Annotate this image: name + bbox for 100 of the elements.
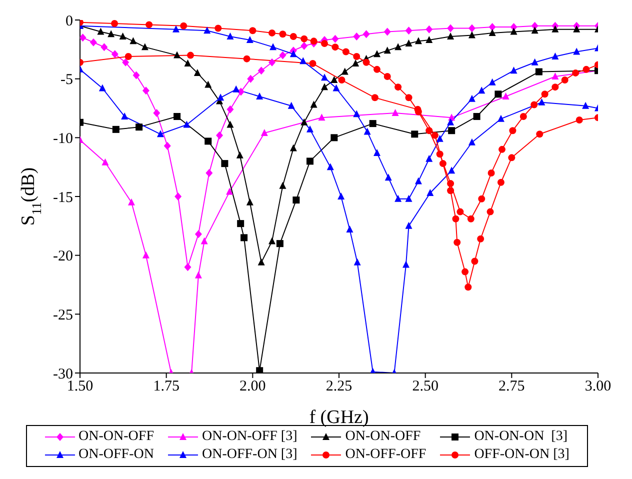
y-tick-label: -10 xyxy=(53,130,73,147)
point xyxy=(247,74,254,83)
point xyxy=(80,34,86,42)
point xyxy=(414,37,422,44)
point xyxy=(119,32,126,40)
point xyxy=(405,222,412,229)
point xyxy=(502,92,510,100)
point xyxy=(394,84,402,91)
point xyxy=(98,84,106,92)
point xyxy=(362,58,370,66)
point xyxy=(300,118,308,126)
point xyxy=(332,44,339,51)
legend-label: ON-OFF-ON xyxy=(78,447,154,463)
point xyxy=(268,29,276,36)
point xyxy=(332,84,340,92)
point xyxy=(306,158,314,165)
point xyxy=(290,144,297,152)
point xyxy=(392,108,399,116)
point xyxy=(174,51,181,58)
point xyxy=(394,194,402,202)
point xyxy=(338,192,345,200)
point xyxy=(174,112,181,120)
point xyxy=(290,50,297,58)
point xyxy=(279,51,286,60)
point xyxy=(300,42,308,50)
point xyxy=(352,60,360,67)
point xyxy=(468,94,476,102)
point xyxy=(290,32,297,40)
point xyxy=(194,271,202,278)
point xyxy=(510,66,518,74)
point xyxy=(330,134,338,142)
point xyxy=(102,158,109,166)
point xyxy=(561,76,568,84)
point xyxy=(237,220,244,228)
point xyxy=(448,127,456,134)
point xyxy=(338,76,346,84)
y-tick-label: -25 xyxy=(53,307,73,324)
point xyxy=(236,151,244,158)
point xyxy=(384,28,391,36)
point xyxy=(538,98,546,106)
point xyxy=(112,126,120,133)
point xyxy=(142,86,150,95)
point xyxy=(436,134,444,142)
point xyxy=(226,188,234,195)
point xyxy=(477,235,484,242)
point xyxy=(128,198,135,206)
point xyxy=(124,52,132,60)
point xyxy=(454,238,461,246)
point xyxy=(268,58,276,66)
legend-label: ON-ON-ON [3] xyxy=(474,429,568,445)
point xyxy=(384,174,392,181)
point xyxy=(256,92,264,100)
point xyxy=(509,127,516,134)
point xyxy=(447,118,454,126)
point xyxy=(508,154,516,162)
y-tick-label: -15 xyxy=(53,190,73,206)
point xyxy=(426,188,434,196)
point xyxy=(541,90,548,98)
point xyxy=(100,43,108,52)
point xyxy=(488,78,496,86)
point xyxy=(464,284,472,291)
point xyxy=(448,166,456,174)
point xyxy=(330,76,338,84)
point xyxy=(221,160,228,168)
point xyxy=(494,90,502,98)
point xyxy=(180,22,188,30)
point xyxy=(240,234,248,242)
point xyxy=(256,367,264,373)
point xyxy=(405,194,412,202)
point xyxy=(552,72,559,80)
point xyxy=(405,40,412,47)
point xyxy=(468,31,476,38)
point xyxy=(447,24,454,32)
y-tick-label: 0 xyxy=(66,13,73,30)
point xyxy=(371,94,378,102)
point xyxy=(292,196,300,204)
point xyxy=(467,215,474,222)
point xyxy=(132,71,140,80)
point xyxy=(172,25,180,32)
point xyxy=(187,52,194,59)
point xyxy=(130,37,137,44)
point xyxy=(279,30,286,38)
point xyxy=(373,148,380,156)
point xyxy=(206,168,213,177)
point xyxy=(468,24,476,32)
point xyxy=(552,52,559,60)
point xyxy=(217,94,224,101)
point xyxy=(384,46,391,54)
point xyxy=(326,163,334,170)
legend-label: ON-ON-OFF xyxy=(345,429,421,445)
point xyxy=(456,208,464,216)
point xyxy=(97,28,104,35)
point xyxy=(405,94,412,102)
point xyxy=(318,114,326,121)
y-tick-label: -5 xyxy=(60,72,73,88)
point xyxy=(414,177,422,184)
point xyxy=(497,178,504,186)
point xyxy=(573,25,580,32)
point xyxy=(582,66,590,73)
x-tick-label: 3.00 xyxy=(584,378,612,395)
